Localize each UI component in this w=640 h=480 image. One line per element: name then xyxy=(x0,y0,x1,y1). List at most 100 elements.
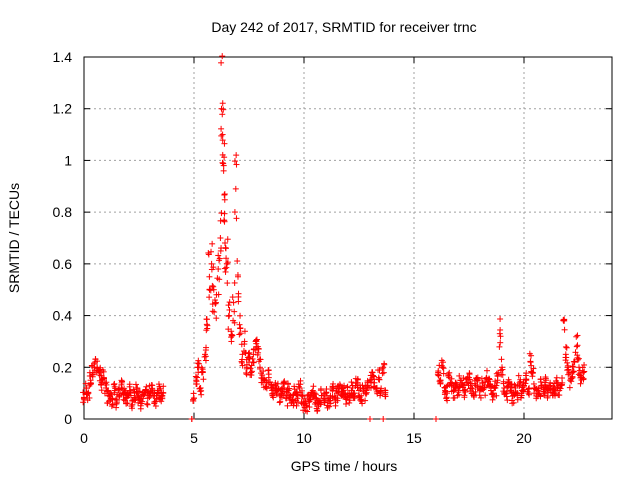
data-point xyxy=(248,368,255,375)
data-point xyxy=(297,377,304,384)
data-point xyxy=(209,240,216,247)
data-point xyxy=(231,209,238,216)
data-point xyxy=(341,382,348,389)
data-point xyxy=(124,390,131,397)
data-point xyxy=(565,366,572,373)
data-point xyxy=(561,326,568,333)
data-point xyxy=(82,380,89,387)
data-point xyxy=(221,140,228,147)
data-point xyxy=(574,356,581,363)
data-point xyxy=(208,260,215,267)
data-point xyxy=(553,377,560,384)
data-point xyxy=(375,367,382,374)
data-point xyxy=(265,367,272,374)
data-point xyxy=(129,405,136,412)
data-point xyxy=(503,393,510,400)
data-point xyxy=(118,379,125,386)
data-point xyxy=(135,388,142,395)
data-point xyxy=(573,343,580,350)
data-point xyxy=(243,371,250,378)
data-point xyxy=(245,350,252,357)
data-point xyxy=(233,152,240,159)
x-tick-label: 15 xyxy=(406,430,422,446)
data-point xyxy=(468,384,475,391)
data-point xyxy=(209,282,216,289)
data-point xyxy=(235,298,242,305)
data-point xyxy=(234,272,241,279)
data-point xyxy=(226,312,233,319)
data-point xyxy=(103,379,110,386)
data-point xyxy=(236,331,243,338)
data-point xyxy=(474,377,481,384)
data-point xyxy=(199,366,206,373)
data-point xyxy=(499,366,506,373)
data-point xyxy=(456,372,463,379)
data-point xyxy=(221,210,228,217)
data-point xyxy=(456,383,463,390)
data-point xyxy=(493,382,500,389)
data-point xyxy=(229,294,236,301)
data-point xyxy=(497,333,504,340)
data-point xyxy=(298,387,305,394)
data-point xyxy=(241,328,248,335)
data-point xyxy=(307,396,314,403)
data-point xyxy=(143,400,150,407)
data-point xyxy=(272,379,279,386)
data-point xyxy=(130,386,137,393)
data-point xyxy=(444,397,451,404)
data-point xyxy=(343,400,350,407)
data-point xyxy=(486,375,493,382)
data-point xyxy=(306,404,313,411)
data-point xyxy=(196,360,203,367)
data-point xyxy=(132,381,139,388)
data-point xyxy=(231,279,238,286)
data-point xyxy=(237,330,244,337)
data-point xyxy=(514,396,521,403)
data-point xyxy=(219,131,226,138)
data-point xyxy=(570,368,577,375)
data-point xyxy=(192,373,199,380)
data-point xyxy=(522,380,529,387)
data-point xyxy=(497,326,504,333)
data-point xyxy=(508,384,515,391)
data-point xyxy=(460,375,467,382)
data-point xyxy=(228,328,235,335)
data-point xyxy=(489,396,496,403)
data-point xyxy=(232,185,239,192)
data-point xyxy=(224,259,231,266)
data-point xyxy=(91,360,98,367)
data-point xyxy=(215,291,222,298)
data-point xyxy=(484,376,491,383)
data-point xyxy=(219,159,226,166)
data-point xyxy=(461,394,468,401)
data-point xyxy=(203,327,210,334)
data-point xyxy=(498,356,505,363)
data-point xyxy=(526,350,533,357)
data-point xyxy=(193,378,200,385)
data-point xyxy=(85,389,92,396)
data-point xyxy=(126,381,133,388)
data-point xyxy=(440,365,447,372)
data-point xyxy=(203,316,210,323)
data-point xyxy=(218,210,225,217)
data-point xyxy=(152,403,159,410)
data-point xyxy=(277,398,284,405)
data-point xyxy=(435,372,442,379)
data-point xyxy=(321,399,328,406)
data-point xyxy=(87,379,94,386)
data-point xyxy=(159,395,166,402)
data-point xyxy=(100,368,107,375)
data-point xyxy=(581,361,588,368)
data-point xyxy=(455,391,462,398)
data-point xyxy=(375,376,382,383)
y-tick-label: 0.8 xyxy=(53,204,73,220)
data-point xyxy=(379,365,386,372)
data-point xyxy=(155,381,162,388)
data-point xyxy=(204,322,211,329)
data-point xyxy=(218,132,225,139)
data-point xyxy=(194,360,201,367)
data-point xyxy=(198,387,205,394)
data-point xyxy=(137,405,144,412)
y-axis-label: SRMTID / TECUs xyxy=(6,183,22,293)
